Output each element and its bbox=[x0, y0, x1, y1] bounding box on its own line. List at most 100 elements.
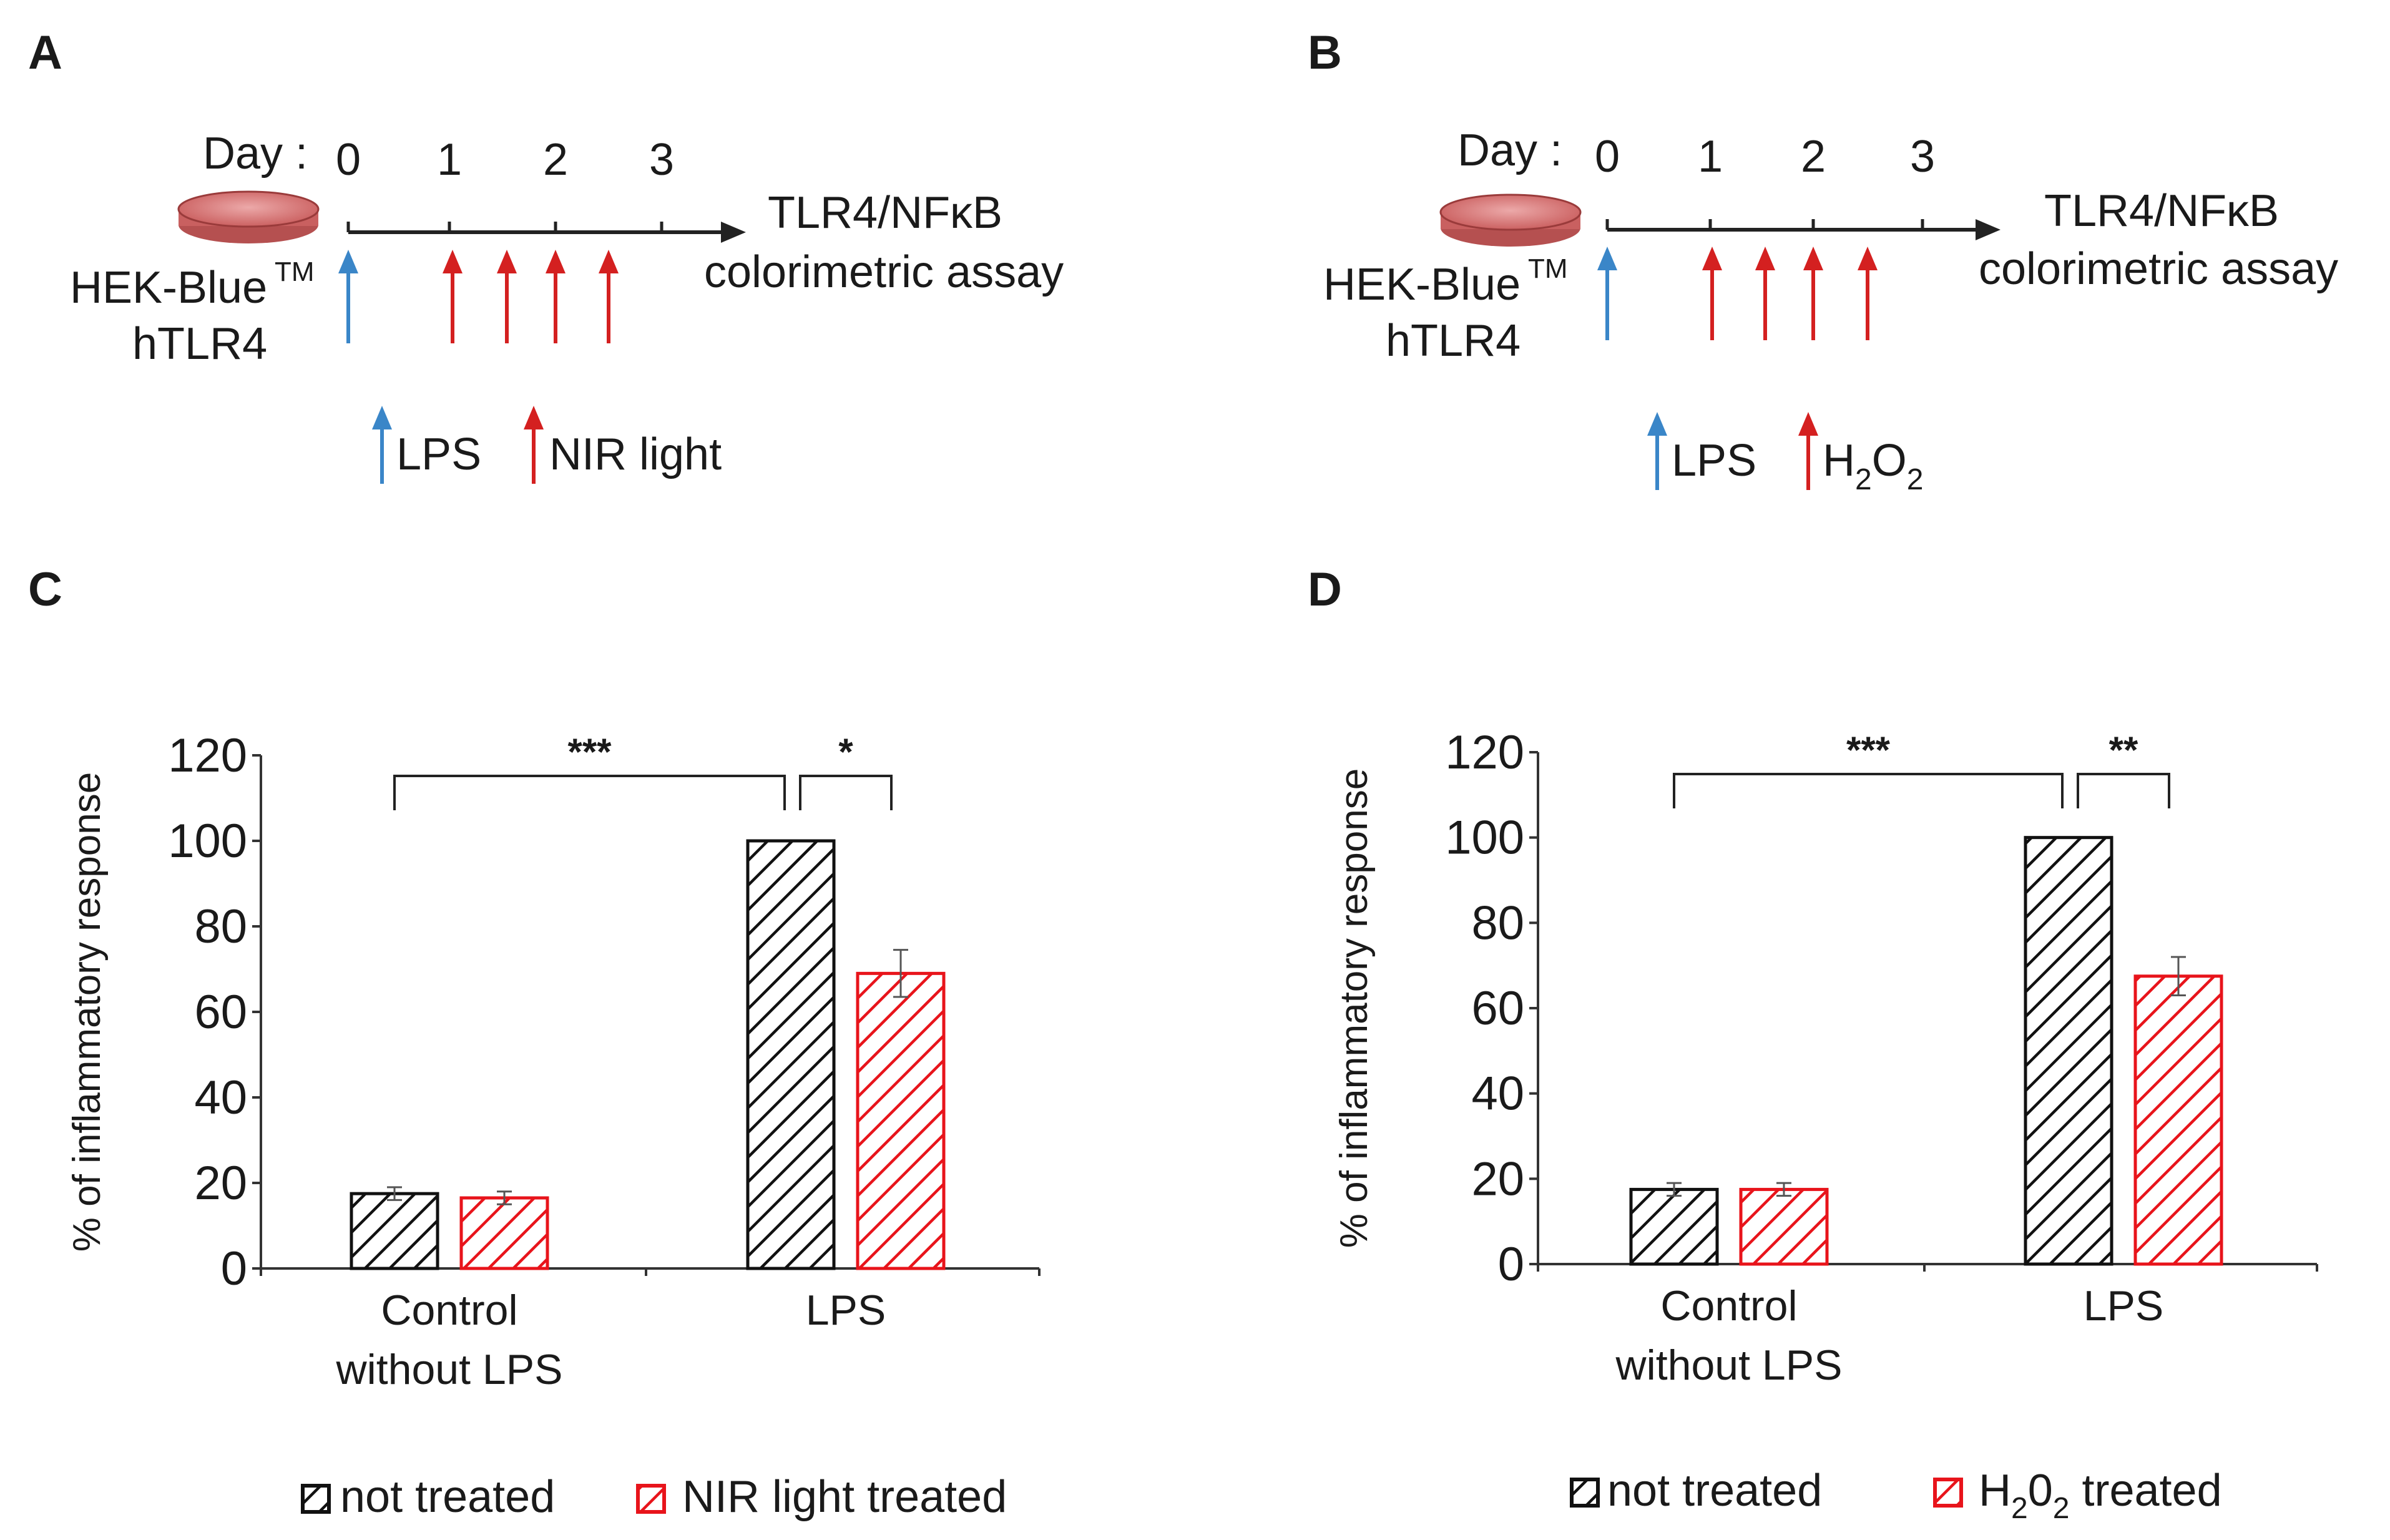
legend-lps-label: LPS bbox=[1672, 436, 1756, 486]
legend-d: not treated H202 treated bbox=[1570, 1466, 2222, 1525]
timeline-axis bbox=[346, 222, 746, 243]
significance-bracket bbox=[1673, 773, 2064, 808]
legend-swatch-not-treated bbox=[1570, 1478, 1600, 1508]
treatment-arrow-icon bbox=[1702, 247, 1722, 340]
bar-treated bbox=[856, 971, 946, 1270]
day-3-label: 3 bbox=[649, 135, 674, 185]
panel-c: C % of inflammatory response 0 20 40 60 80 100… bbox=[28, 563, 1041, 1522]
legend-swatch-nir-treated bbox=[636, 1484, 666, 1514]
y-tick-label: 20 bbox=[194, 1157, 247, 1210]
y-tick-label: 100 bbox=[1445, 812, 1524, 865]
panel-letter-a: A bbox=[28, 26, 62, 79]
panel-letter-c: C bbox=[28, 563, 62, 616]
treatment-arrow-icon bbox=[599, 250, 619, 343]
significance-bracket bbox=[2077, 773, 2170, 808]
y-tick-label: 100 bbox=[168, 815, 247, 868]
legend-c: not treated NIR light treated bbox=[301, 1472, 1007, 1522]
day-1-label: 1 bbox=[1698, 132, 1723, 182]
day-2-label: 2 bbox=[543, 135, 568, 185]
treatment-arrow-icon bbox=[443, 250, 463, 343]
panel-a: A Day : 0 1 2 3 TLR4/NFκB colorimetric a… bbox=[28, 26, 1064, 484]
legend-label-not-treated: not treated bbox=[340, 1472, 555, 1522]
panel-letter-d: D bbox=[1308, 563, 1342, 616]
panel-letter-b: B bbox=[1308, 26, 1342, 79]
assay-line-2: colorimetric assay bbox=[704, 247, 1064, 297]
y-tick-label: 60 bbox=[1471, 982, 1524, 1035]
day-2-label: 2 bbox=[1801, 132, 1826, 182]
legend-treatment-label: NIR light bbox=[549, 429, 722, 479]
timeline-axis bbox=[1605, 219, 2001, 240]
legend-swatch-not-treated bbox=[301, 1484, 331, 1514]
significance-label: * bbox=[838, 731, 853, 773]
day-label: Day : bbox=[203, 129, 308, 179]
culture-dish-icon bbox=[1439, 194, 1582, 247]
bar-treated bbox=[2133, 974, 2223, 1266]
cell-line-label: HEK-Blue bbox=[1323, 260, 1521, 310]
treatment-arrow-icon bbox=[1858, 247, 1878, 340]
bar-chart-c: % of inflammatory response 0 20 40 60 80 100 12… bbox=[66, 729, 1041, 1393]
y-axis-title: % of inflammatory response bbox=[66, 772, 109, 1252]
panel-b: B Day : 0 1 2 3 TLR4/NFκB colorimetric a… bbox=[1308, 26, 2338, 496]
legend-treatment-arrow-icon bbox=[524, 406, 544, 484]
significance-bracket bbox=[799, 775, 893, 810]
cell-line-label-2: hTLR4 bbox=[1386, 316, 1521, 366]
x-category-label: Control bbox=[1660, 1282, 1797, 1330]
y-tick-label: 80 bbox=[1471, 896, 1524, 949]
culture-dish-icon bbox=[177, 190, 320, 243]
lps-arrow-icon bbox=[338, 250, 358, 343]
day-0-label: 0 bbox=[1595, 132, 1620, 182]
bar-treated bbox=[1739, 1187, 1829, 1266]
panel-d: D % of inflammatory response 0 20 40 60 80 100… bbox=[1308, 563, 2318, 1525]
bar-not-treated bbox=[1629, 1187, 1719, 1266]
significance-label: ** bbox=[2109, 729, 2138, 771]
legend-lps-arrow-icon bbox=[372, 406, 392, 484]
x-category-label: without LPS bbox=[336, 1346, 563, 1393]
assay-line-1: TLR4/NFκB bbox=[768, 188, 1002, 238]
bar-treated bbox=[459, 1196, 549, 1270]
day-0-label: 0 bbox=[336, 135, 361, 185]
x-category-label: without LPS bbox=[1615, 1341, 1843, 1389]
treatment-arrow-icon bbox=[546, 250, 566, 343]
treatment-arrow-icon bbox=[1755, 247, 1775, 340]
x-category-label: LPS bbox=[2084, 1282, 2164, 1330]
legend-label-not-treated: not treated bbox=[1607, 1466, 1822, 1516]
y-tick-label: 40 bbox=[194, 1071, 247, 1124]
cell-line-label: HEK-Blue bbox=[70, 263, 267, 313]
cell-line-sup: TM bbox=[1528, 253, 1568, 284]
legend-lps-label: LPS bbox=[396, 429, 481, 479]
cell-line-label-2: hTLR4 bbox=[132, 319, 267, 369]
y-axis-title: % of inflammatory response bbox=[1333, 768, 1376, 1248]
legend-treatment-label: H2O2 bbox=[1823, 436, 1923, 496]
bar-not-treated bbox=[350, 1192, 439, 1270]
legend-label-nir-treated: NIR light treated bbox=[682, 1472, 1007, 1522]
y-tick-label: 80 bbox=[194, 900, 247, 953]
day-label: Day : bbox=[1457, 125, 1562, 175]
y-tick-label: 120 bbox=[168, 729, 247, 782]
legend-swatch-h2o2-treated bbox=[1933, 1478, 1963, 1508]
lps-arrow-icon bbox=[1597, 247, 1617, 340]
bar-not-treated bbox=[746, 839, 836, 1270]
y-tick-label: 0 bbox=[1498, 1238, 1524, 1291]
day-3-label: 3 bbox=[1910, 132, 1935, 182]
y-tick-label: 40 bbox=[1471, 1067, 1524, 1121]
bar-not-treated bbox=[2024, 836, 2113, 1266]
legend-lps-arrow-icon bbox=[1647, 412, 1667, 490]
treatment-arrow-icon bbox=[497, 250, 517, 343]
y-tick-label: 20 bbox=[1471, 1152, 1524, 1205]
significance-label: *** bbox=[567, 731, 612, 773]
legend-label-h2o2-treated: H202 treated bbox=[1979, 1466, 2222, 1525]
significance-label: *** bbox=[1846, 729, 1891, 771]
day-1-label: 1 bbox=[437, 135, 462, 185]
y-tick-label: 120 bbox=[1445, 726, 1524, 779]
y-tick-label: 60 bbox=[194, 986, 247, 1039]
assay-line-1: TLR4/NFκB bbox=[2044, 186, 2279, 236]
bar-chart-d: % of inflammatory response 0 20 40 60 80 100 12… bbox=[1333, 726, 2318, 1389]
legend-treatment-arrow-icon bbox=[1798, 412, 1818, 490]
treatment-arrow-icon bbox=[1803, 247, 1823, 340]
significance-bracket bbox=[393, 775, 786, 810]
assay-line-2: colorimetric assay bbox=[1979, 244, 2338, 294]
cell-line-sup: TM bbox=[275, 257, 315, 287]
y-tick-label: 0 bbox=[221, 1242, 247, 1295]
x-category-label: LPS bbox=[806, 1287, 886, 1334]
